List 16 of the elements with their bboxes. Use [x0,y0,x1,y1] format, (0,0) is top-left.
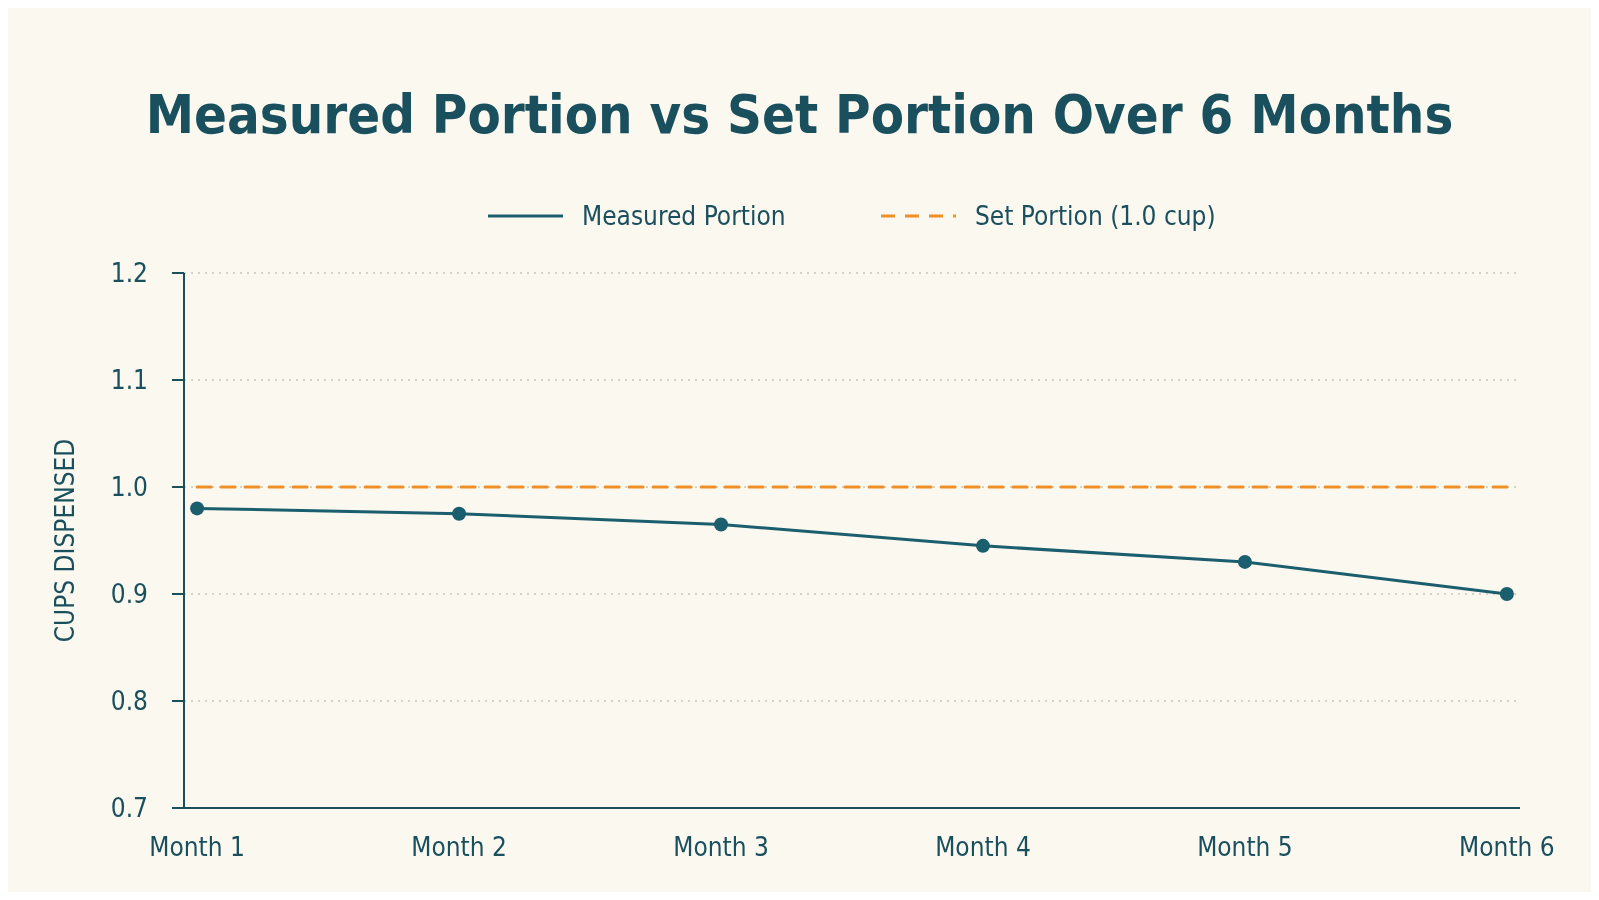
x-tick-label: Month 5 [1197,832,1293,862]
chart-title: Measured Portion vs Set Portion Over 6 Months [145,83,1454,146]
x-tick-label: Month 4 [935,832,1031,862]
y-tick-label: 0.9 [110,579,148,610]
x-tick-label: Month 3 [673,832,769,862]
y-tick-label: 0.7 [110,793,148,824]
y-axis-title: CUPS DISPENSED [50,438,80,643]
x-tick-label: Month 2 [411,832,507,862]
legend-label: Set Portion (1.0 cup) [975,201,1216,232]
x-tick-label: Month 1 [149,832,245,862]
x-tick-label: Month 6 [1459,832,1555,862]
legend-label: Measured Portion [582,201,786,232]
y-tick-label: 0.8 [110,686,148,717]
y-tick-label: 1.1 [110,365,148,396]
y-tick-label: 1.0 [110,472,148,503]
y-tick-label: 1.2 [110,258,148,289]
